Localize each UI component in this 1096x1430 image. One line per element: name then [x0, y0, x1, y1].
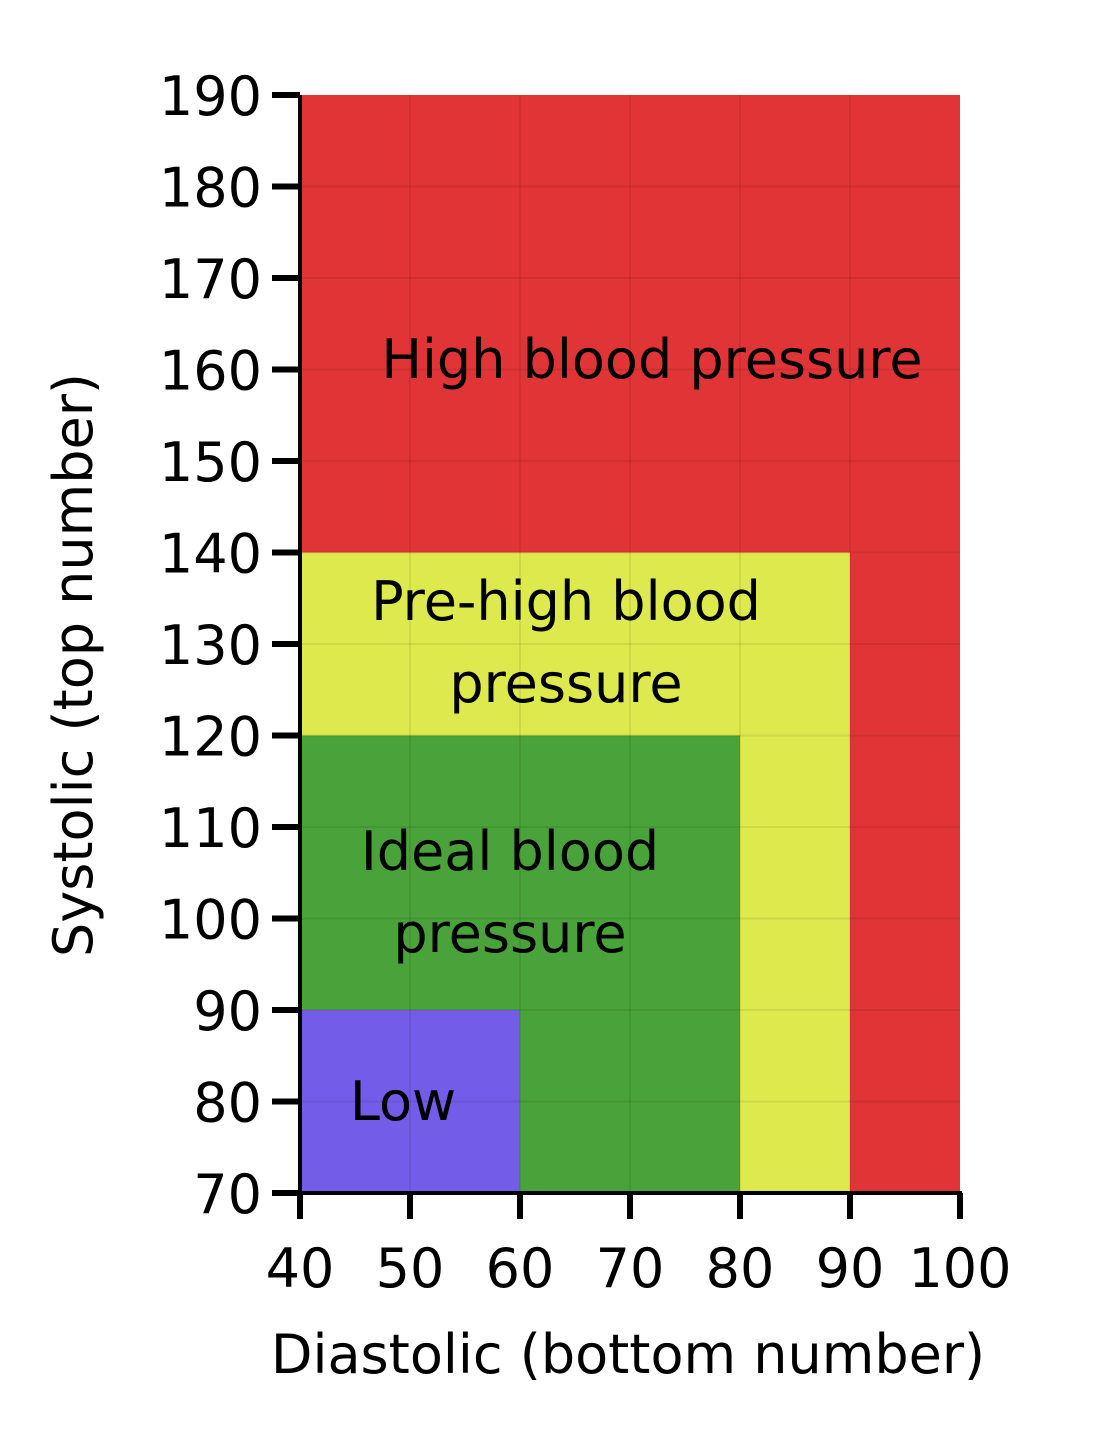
x-tick-label-90: 90	[816, 1237, 885, 1300]
y-tick-label-170: 170	[159, 248, 262, 311]
y-tick-label-80: 80	[193, 1072, 262, 1135]
zone-label-line: pressure	[393, 902, 626, 965]
y-tick-label-150: 150	[159, 431, 262, 494]
y-tick-label-160: 160	[159, 340, 262, 403]
y-tick-label-90: 90	[193, 980, 262, 1043]
zone-labels-layer: High blood pressure Pre-high blood pressur…	[350, 328, 923, 1133]
x-tick-label-60: 60	[486, 1237, 555, 1300]
x-tick-label-70: 70	[596, 1237, 665, 1300]
x-axis-title: Diastolic (bottom number)	[271, 1323, 985, 1386]
y-tick-label-100: 100	[159, 889, 262, 952]
zone-label-ideal-blood-pressure: Ideal blood pressure	[361, 820, 659, 965]
zone-label-line: Ideal blood	[361, 820, 659, 883]
regions-layer	[300, 95, 960, 1193]
x-tick-label-100: 100	[908, 1237, 1011, 1300]
y-tick-label-70: 70	[193, 1163, 262, 1226]
y-tick-label-140: 140	[159, 523, 262, 586]
x-tick-label-40: 40	[266, 1237, 335, 1300]
zone-label-high-blood-pressure: High blood pressure	[381, 328, 922, 391]
zone-label-line: High blood pressure	[381, 328, 922, 391]
y-tick-label-180: 180	[159, 157, 262, 220]
y-tick-label-120: 120	[159, 706, 262, 769]
y-axis-title: Systolic (top number)	[42, 373, 105, 957]
x-tick-label-50: 50	[376, 1237, 445, 1300]
grid-layer	[300, 95, 960, 1193]
zone-label-line: Pre-high blood	[371, 570, 761, 633]
region-low	[300, 1010, 520, 1193]
y-tick-label-130: 130	[159, 614, 262, 677]
y-tick-label-110: 110	[159, 797, 262, 860]
x-tick-label-80: 80	[706, 1237, 775, 1300]
y-tick-label-190: 190	[159, 65, 262, 128]
zone-label-line: pressure	[449, 652, 682, 715]
axes-layer: 70 80 90 100 110 120 130 140 150 160 170 180 190 40 50…	[159, 65, 1012, 1300]
zone-label-low: Low	[350, 1070, 456, 1133]
zone-label-pre-high-blood-pressure: Pre-high blood pressure	[371, 570, 761, 715]
zone-label-line: Low	[350, 1070, 456, 1133]
